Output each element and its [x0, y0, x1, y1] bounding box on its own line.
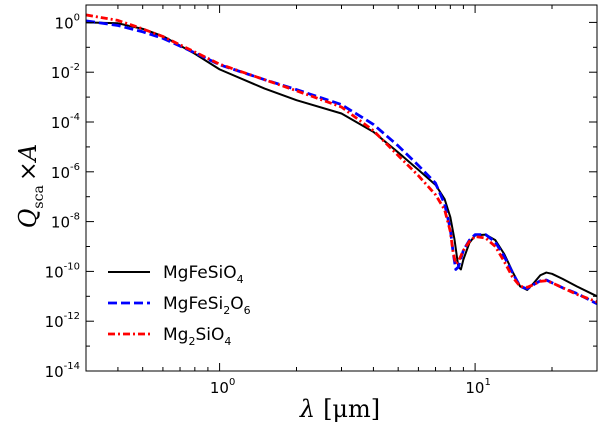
x-tick-label: 101: [465, 377, 490, 397]
legend-label: MgFeSiO4: [163, 263, 244, 286]
y-tick-label: 10-12: [45, 311, 80, 331]
y-tick-label: 10-10: [45, 261, 80, 281]
series-layer: [86, 13, 597, 306]
y-axis-title-sub: sca: [31, 185, 47, 208]
series-line-mg2sio4: [86, 13, 597, 304]
y-tick-label: 10-8: [51, 212, 80, 232]
axes-layer: [85, 4, 598, 372]
legend: MgFeSiO4 MgFeSi2O6 Mg2SiO4: [108, 263, 251, 348]
series-line-mgfesi2o6: [86, 19, 597, 306]
y-tick-label: 10-14: [45, 361, 80, 381]
x-tick-label: 100: [210, 377, 235, 397]
y-tick-label: 10-6: [51, 162, 80, 182]
legend-label: Mg2SiO4: [163, 325, 231, 348]
y-axis-title-main: Q: [14, 209, 42, 229]
legend-label: MgFeSi2O6: [163, 294, 251, 317]
plot-frame: [85, 4, 598, 372]
y-axis-title-rest: ×A: [14, 144, 42, 181]
y-axis-title: Qsca ×A: [14, 144, 47, 229]
x-axis-title: λ [μm]: [299, 395, 380, 423]
y-tick-label: 100: [55, 12, 80, 32]
y-tick-label: 10-2: [51, 62, 80, 82]
ticks-layer: 100 10-2 10-4 10-6 10-8 10-10 10-12 10-14 100 101: [45, 5, 598, 397]
series-line-mgfesio4: [86, 21, 597, 298]
y-tick-label: 10-4: [51, 112, 80, 132]
x-axis-title-symbol: λ: [299, 395, 315, 423]
x-axis-title-unit: [μm]: [323, 395, 380, 423]
